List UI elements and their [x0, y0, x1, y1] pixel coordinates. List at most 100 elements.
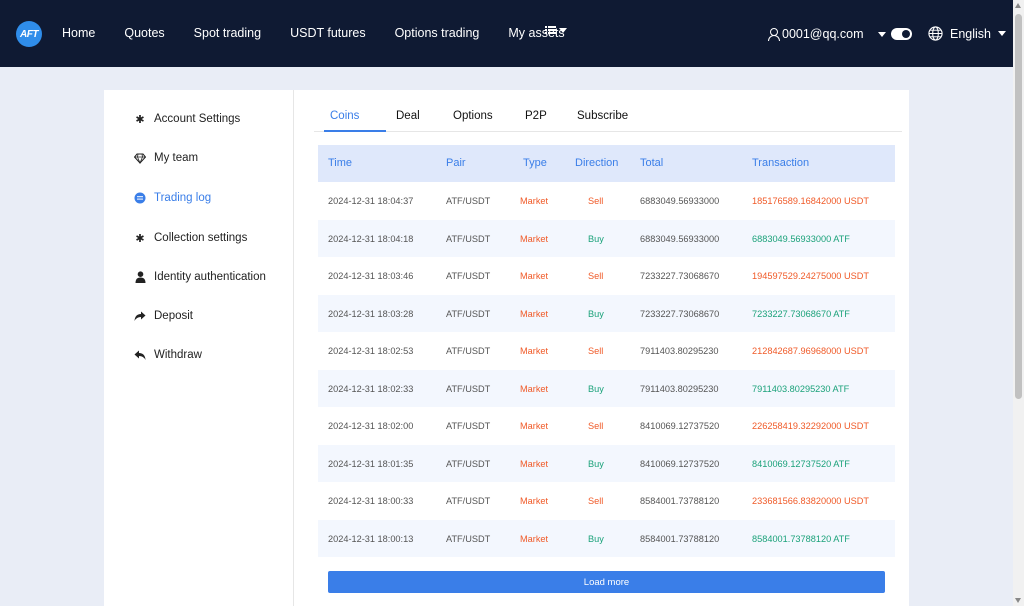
cell-total: 7911403.80295230: [640, 346, 719, 356]
sidebar-item-withdraw[interactable]: Withdraw: [134, 349, 202, 361]
cell-transaction: 233681566.83820000 USDT: [752, 496, 869, 506]
cell-transaction: 212842687.96968000 USDT: [752, 346, 869, 356]
load-more-button[interactable]: Load more: [328, 571, 885, 593]
cell-pair: ATF/USDT: [446, 458, 491, 469]
top-navbar: AFT Home Quotes Spot trading USDT future…: [0, 0, 1013, 67]
cell-type: Market: [520, 458, 549, 469]
list-icon: [134, 192, 146, 204]
column-header-total: Total: [640, 157, 664, 169]
cell-pair: ATF/USDT: [446, 421, 491, 431]
sidebar-item-label: Trading log: [154, 192, 212, 204]
table-row: 2024-12-31 18:00:13 ATF/USDT Market Buy 8584…: [318, 519, 895, 557]
table-row: 2024-12-31 18:02:53 ATF/USDT Market Sell 791…: [318, 332, 895, 370]
chevron-down-icon: [878, 31, 886, 37]
language-label: English: [950, 26, 991, 41]
sidebar-item-deposit[interactable]: Deposit: [134, 310, 193, 322]
cell-type: Market: [520, 533, 549, 544]
theme-switch[interactable]: [878, 28, 912, 40]
logo[interactable]: AFT: [16, 21, 42, 47]
sidebar-item-my-team[interactable]: My team: [134, 152, 198, 164]
tab-p2p[interactable]: P2P: [525, 110, 547, 122]
cell-direction: Sell: [588, 196, 604, 206]
table-row: 2024-12-31 18:00:33 ATF/USDT Market Sell 858…: [318, 482, 895, 520]
table-row: 2024-12-31 18:04:18 ATF/USDT Market Buy 6883…: [318, 219, 895, 257]
page-scrollbar[interactable]: [1013, 0, 1024, 606]
user-account[interactable]: 0001@qq.com: [768, 27, 864, 41]
cell-total: 8584001.73788120: [640, 496, 720, 506]
nav-spot-trading[interactable]: Spot trading: [193, 26, 262, 40]
cell-total: 7233227.73068670: [640, 271, 720, 281]
cell-time: 2024-12-31 18:03:46: [328, 271, 414, 281]
sidebar-item-account-settings[interactable]: ✱ Account Settings: [134, 113, 241, 126]
cell-transaction: 8584001.73788120 ATF: [752, 533, 850, 544]
table-header: Time Pair Type Direction Total Transacti…: [318, 145, 895, 182]
column-header-transaction: Transaction: [752, 157, 810, 169]
reply-arrow-icon: [134, 349, 146, 361]
active-tab-indicator: [324, 130, 386, 132]
gear-icon: ✱: [135, 113, 145, 126]
tab-subscribe[interactable]: Subscribe: [577, 110, 629, 122]
table-row: 2024-12-31 18:01:35 ATF/USDT Market Buy 8410…: [318, 444, 895, 482]
table-row: 2024-12-31 18:02:00 ATF/USDT Market Sell 841…: [318, 407, 895, 445]
cell-time: 2024-12-31 18:00:33: [328, 496, 414, 506]
cell-time: 2024-12-31 18:02:33: [328, 383, 414, 394]
cell-direction: Buy: [588, 458, 604, 469]
cell-direction: Sell: [588, 271, 604, 281]
tab-coins[interactable]: Coins: [330, 110, 360, 122]
main-card: ✱ Account Settings My team Trading log ✱…: [104, 90, 909, 606]
nav-usdt-futures[interactable]: USDT futures: [290, 26, 366, 40]
cell-transaction: 185176589.16842000 USDT: [752, 196, 869, 206]
sidebar-item-label: Account Settings: [154, 113, 241, 125]
cell-type: Market: [520, 346, 549, 356]
scroll-up-arrow-icon[interactable]: [1015, 3, 1021, 8]
table-body: 2024-12-31 18:04:37 ATF/USDT Market Sell 688…: [318, 182, 895, 557]
cell-pair: ATF/USDT: [446, 196, 491, 206]
cell-type: Market: [520, 496, 549, 506]
cell-pair: ATF/USDT: [446, 533, 491, 544]
log-tabs: Coins Deal Options P2P Subscribe: [314, 100, 902, 132]
cell-type: Market: [520, 233, 549, 244]
sidebar-item-label: Collection settings: [154, 232, 248, 244]
scroll-down-arrow-icon[interactable]: [1015, 598, 1021, 603]
cell-pair: ATF/USDT: [446, 346, 491, 356]
cell-time: 2024-12-31 18:03:28: [328, 308, 414, 319]
sidebar-item-label: My team: [154, 152, 199, 164]
cell-type: Market: [520, 308, 549, 319]
nav-home[interactable]: Home: [62, 26, 96, 40]
cell-total: 8584001.73788120: [640, 533, 720, 544]
sidebar-item-collection-settings[interactable]: ✱ Collection settings: [134, 232, 248, 245]
cell-total: 6883049.56933000: [640, 196, 720, 206]
cell-total: 7911403.80295230: [640, 383, 719, 394]
tab-options[interactable]: Options: [453, 110, 493, 122]
cell-transaction: 7911403.80295230 ATF: [752, 383, 850, 394]
language-selector[interactable]: English: [928, 26, 1006, 41]
sidebar-item-label: Withdraw: [154, 349, 202, 361]
nav-more-menu[interactable]: [545, 25, 567, 35]
cell-transaction: 226258419.32292000 USDT: [752, 421, 869, 431]
cell-total: 6883049.56933000: [640, 233, 720, 244]
cell-direction: Sell: [588, 496, 604, 506]
cell-type: Market: [520, 196, 549, 206]
cell-direction: Buy: [588, 308, 604, 319]
gear-icon: ✱: [135, 232, 145, 245]
sidebar-item-trading-log[interactable]: Trading log: [134, 192, 211, 204]
trading-log-table: Time Pair Type Direction Total Transacti…: [318, 145, 895, 557]
cell-time: 2024-12-31 18:02:53: [328, 346, 414, 356]
tab-deal[interactable]: Deal: [396, 110, 420, 122]
cell-total: 7233227.73068670: [640, 308, 720, 319]
table-row: 2024-12-31 18:03:46 ATF/USDT Market Sell 723…: [318, 257, 895, 295]
cell-direction: Sell: [588, 346, 604, 356]
globe-icon: [928, 26, 943, 41]
sidebar-item-identity-authentication[interactable]: Identity authentication: [134, 271, 266, 283]
cell-direction: Buy: [588, 533, 604, 544]
table-row: 2024-12-31 18:03:28 ATF/USDT Market Buy 7233…: [318, 294, 895, 332]
cell-type: Market: [520, 271, 549, 281]
cell-pair: ATF/USDT: [446, 233, 491, 244]
nav-quotes[interactable]: Quotes: [124, 26, 165, 40]
sidebar-item-label: Identity authentication: [154, 271, 266, 283]
nav-options-trading[interactable]: Options trading: [394, 26, 480, 40]
scroll-thumb[interactable]: [1015, 14, 1022, 399]
cell-direction: Sell: [588, 421, 604, 431]
cell-time: 2024-12-31 18:00:13: [328, 533, 414, 544]
theme-toggle[interactable]: [891, 28, 912, 40]
